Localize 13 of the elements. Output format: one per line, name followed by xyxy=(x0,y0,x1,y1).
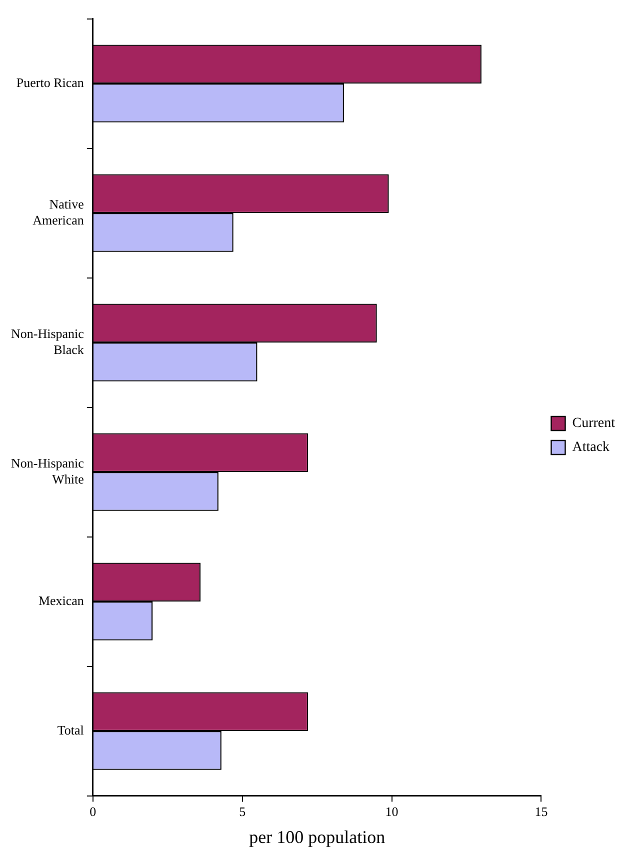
y-tick-label: Native American xyxy=(32,196,84,228)
y-tick-label: Non-Hispanic Black xyxy=(10,326,84,357)
y-tick-label: Mexican xyxy=(38,592,84,608)
x-tick-label: 5 xyxy=(239,804,246,820)
x-tick-label: 15 xyxy=(534,804,548,820)
x-tick-label: 10 xyxy=(385,804,398,820)
x-tick-label: 0 xyxy=(90,804,96,820)
y-tick-label: Total xyxy=(57,722,84,738)
y-tick-label: Non-Hispanic White xyxy=(10,456,84,486)
legend-label: Attack xyxy=(572,440,610,456)
x-axis-title: per 100 population xyxy=(249,826,386,847)
legend-label: Current xyxy=(572,416,616,432)
y-tick-label: Puerto Rican xyxy=(16,74,84,90)
